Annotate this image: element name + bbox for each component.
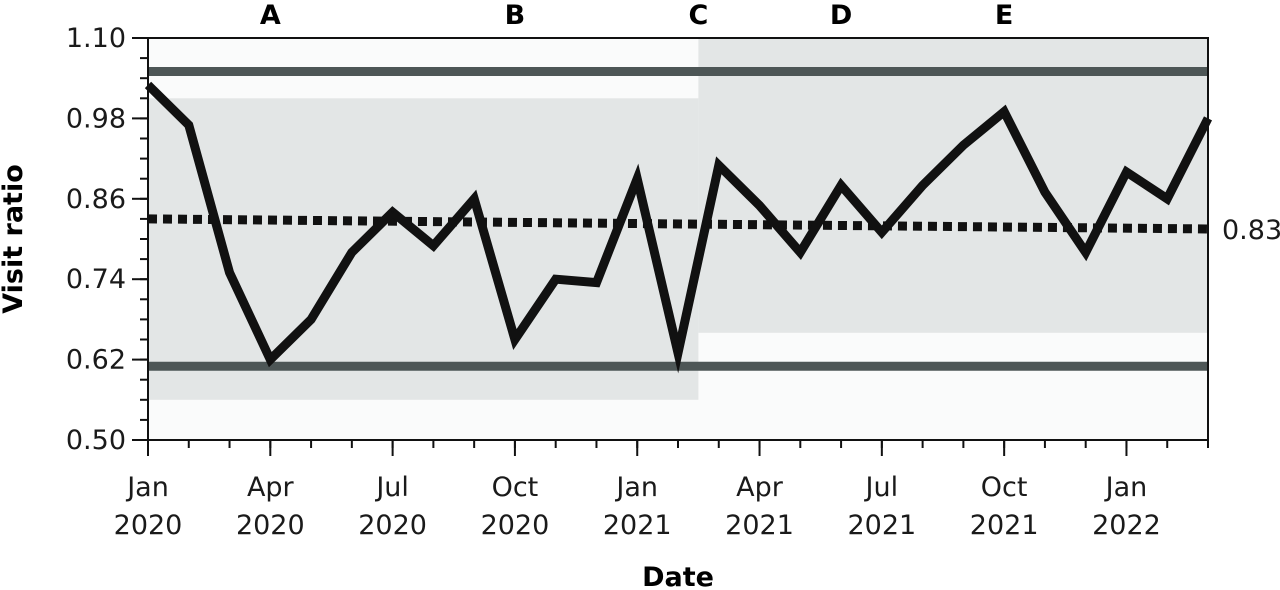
y-tick-label: 0.86 (66, 184, 126, 215)
data-point (1166, 197, 1169, 200)
x-tick-label-year: 2021 (725, 510, 794, 541)
x-tick-label-month: Jan (125, 472, 169, 503)
data-point (1084, 251, 1087, 254)
data-point (921, 184, 924, 187)
data-point (636, 177, 639, 180)
y-axis-title: Visit ratio (0, 164, 29, 314)
x-tick-label-month: Apr (736, 472, 784, 503)
x-tick-label-year: 2021 (603, 510, 672, 541)
data-point (432, 244, 435, 247)
y-tick-label: 1.10 (66, 23, 126, 54)
x-tick-label-year: 2020 (114, 510, 183, 541)
x-tick-label-year: 2020 (236, 510, 305, 541)
data-point (228, 271, 231, 274)
data-point (350, 251, 353, 254)
data-point (717, 164, 720, 167)
x-tick-label-month: Oct (492, 472, 539, 503)
x-tick-label-month: Apr (247, 472, 295, 503)
x-tick-label-year: 2021 (970, 510, 1039, 541)
data-point (1003, 110, 1006, 113)
data-point (880, 231, 883, 234)
data-point (840, 184, 843, 187)
phase-label-a: A (260, 0, 281, 31)
data-point (554, 278, 557, 281)
phase-label-c: C (688, 0, 708, 31)
y-tick-label: 0.74 (66, 264, 126, 295)
x-tick-label-month: Jul (864, 472, 899, 503)
x-tick-label-year: 2020 (481, 510, 550, 541)
data-point (187, 124, 190, 127)
y-tick-label: 0.50 (66, 425, 126, 456)
data-point (962, 144, 965, 147)
phase-label-d: D (830, 0, 852, 31)
x-tick-label-month: Jan (614, 472, 658, 503)
data-point (799, 251, 802, 254)
data-point (473, 197, 476, 200)
x-tick-label-month: Oct (981, 472, 1028, 503)
data-point (1043, 191, 1046, 194)
x-tick-label-year: 2020 (358, 510, 427, 541)
x-axis-title: Date (642, 562, 714, 590)
x-tick-label-year: 2022 (1092, 510, 1161, 541)
band-1 (148, 98, 699, 400)
data-point (677, 351, 679, 354)
center-line-label: 0.83 (1222, 215, 1280, 246)
x-tick-label-month: Jul (374, 472, 409, 503)
x-tick-label-month: Jan (1104, 472, 1148, 503)
y-tick-label: 0.98 (66, 103, 126, 134)
y-tick-label: 0.62 (66, 345, 126, 376)
center-line (147, 214, 1209, 234)
data-point (758, 204, 761, 207)
phase-label-b: B (505, 0, 526, 31)
data-point (513, 338, 516, 341)
phase-label-e: E (995, 0, 1013, 31)
band-2 (698, 38, 1208, 333)
data-point (391, 211, 394, 214)
data-point (310, 318, 313, 321)
data-point (595, 281, 598, 284)
data-point (269, 358, 272, 361)
data-point (1125, 171, 1128, 173)
x-tick-label-year: 2021 (847, 510, 916, 541)
